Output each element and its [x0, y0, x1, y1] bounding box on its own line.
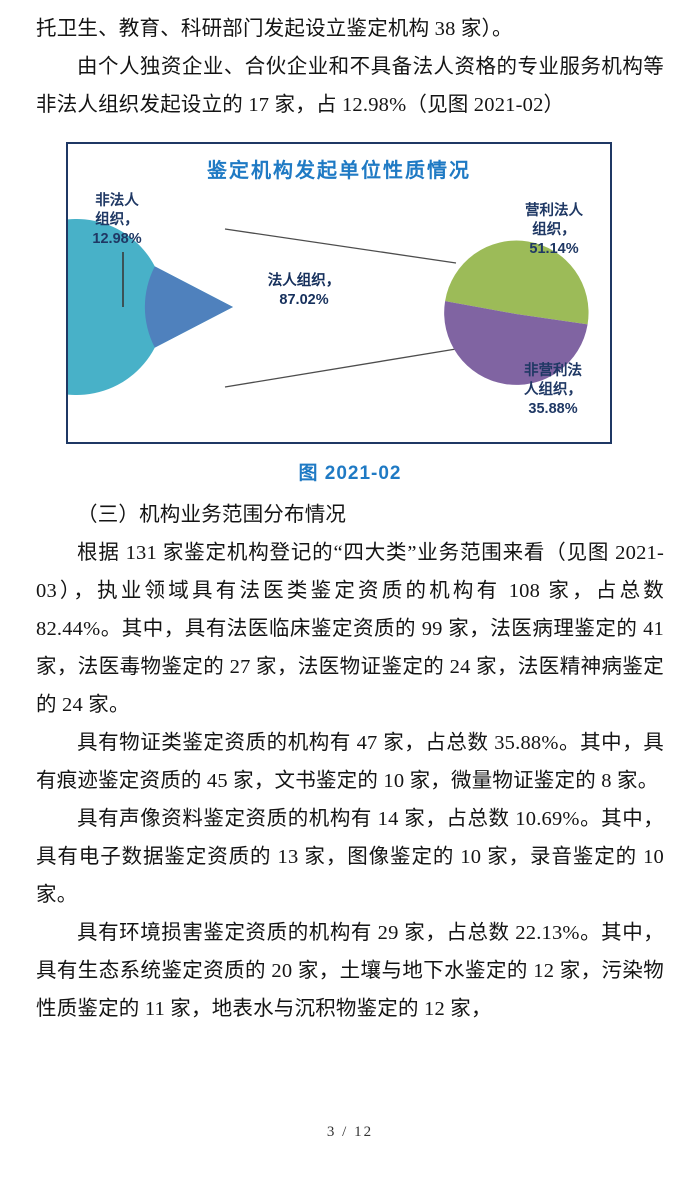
secondary-slice-non-profit — [444, 301, 588, 385]
section-heading-3: （三）机构业务范围分布情况 — [77, 504, 347, 526]
paragraph-forensic-category: 根据 131 家鉴定机构登记的“四大类”业务范围来看（见图 2021-03），执… — [36, 542, 664, 716]
figure-2021-02: 鉴定机构发起单位性质情况 — [66, 142, 612, 444]
pie-of-pie-graphic — [68, 219, 589, 395]
paragraph-environmental-damage: 具有环境损害鉴定资质的机构有 29 家，占总数 22.13%。其中，具有生态系统… — [36, 922, 664, 1020]
main-slice-nonlegal-person — [144, 266, 233, 348]
main-text-block: （三）机构业务范围分布情况 根据 131 家鉴定机构登记的“四大类”业务范围来看… — [36, 496, 664, 1028]
paragraph-material-evidence: 具有物证类鉴定资质的机构有 47 家，占总数 35.88%。其中，具有痕迹鉴定资… — [36, 732, 664, 792]
chart-title: 鉴定机构发起单位性质情况 — [207, 160, 471, 182]
secondary-slice-for-profit — [445, 240, 589, 325]
connector-lines — [224, 228, 457, 388]
secondary-pie — [444, 240, 589, 385]
paragraph-nonlegal-person: 由个人独资企业、合伙企业和不具备法人资格的专业服务机构等非法人组织发起设立的 1… — [36, 56, 664, 116]
page-number: 3 / 12 — [326, 1124, 374, 1140]
chart-canvas: 鉴定机构发起单位性质情况 — [68, 144, 610, 442]
label-for-profit-legal-person: 营利法人 组织， 51.14% — [525, 203, 583, 257]
label-legal-person: 法人组织， 87.02% — [267, 273, 341, 308]
label-nonlegal-person: 非法人 组织， 12.98% — [92, 193, 142, 247]
figure-caption: 图 2021-02 — [298, 463, 402, 484]
label-non-profit-legal-person: 非营利法 人组织， 35.88% — [524, 363, 582, 417]
carryover-line: 托卫生、教育、科研部门发起设立鉴定机构 38 家）。 — [36, 18, 513, 40]
top-text-block: 托卫生、教育、科研部门发起设立鉴定机构 38 家）。 由个人独资企业、合伙企业和… — [36, 10, 664, 124]
main-pie — [68, 219, 233, 395]
paragraph-audiovisual: 具有声像资料鉴定资质的机构有 14 家，占总数 10.69%。其中，具有电子数据… — [36, 808, 664, 906]
